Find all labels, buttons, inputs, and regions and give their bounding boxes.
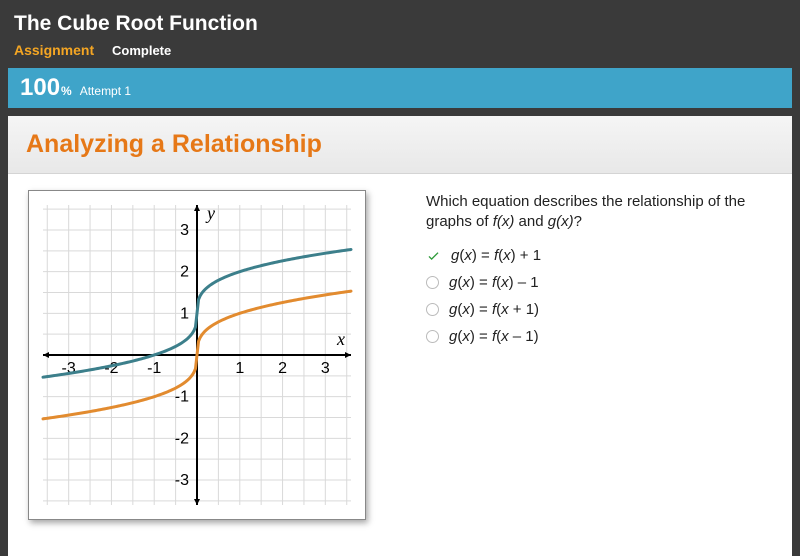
- option-3[interactable]: g(x) = f(x – 1): [426, 328, 772, 345]
- radio-icon: [426, 303, 439, 316]
- svg-text:1: 1: [180, 305, 189, 322]
- svg-text:x: x: [336, 329, 345, 349]
- question-text: Which equation describes the relationshi…: [426, 192, 772, 233]
- section-header: Analyzing a Relationship: [8, 116, 792, 174]
- page-header: The Cube Root Function Assignment Comple…: [0, 0, 800, 68]
- section-title: Analyzing a Relationship: [26, 130, 774, 159]
- content-panel: Analyzing a Relationship -3 -2 -1 1 2 3 3 2 1 -1 -…: [8, 116, 792, 556]
- options-list: g(x) = f(x) + 1 g(x) = f(x) – 1 g(x) = f(x…: [426, 247, 772, 345]
- header-subrow: Assignment Complete: [14, 42, 786, 58]
- svg-text:-3: -3: [175, 472, 189, 489]
- question-pre: Which equation describes the relationshi…: [426, 193, 745, 230]
- assignment-label: Assignment: [14, 42, 94, 58]
- question-mid: and: [514, 213, 547, 230]
- svg-text:y: y: [205, 203, 215, 223]
- option-1[interactable]: g(x) = f(x) – 1: [426, 274, 772, 291]
- option-label: g(x) = f(x) + 1: [451, 247, 541, 264]
- svg-text:-1: -1: [147, 360, 161, 377]
- status-label: Complete: [112, 43, 171, 58]
- score-value: 100: [20, 74, 60, 102]
- option-0[interactable]: g(x) = f(x) + 1: [426, 247, 772, 264]
- svg-text:-1: -1: [175, 389, 189, 406]
- question-panel: Which equation describes the relationshi…: [426, 190, 772, 520]
- svg-text:3: 3: [180, 222, 189, 239]
- question-fn1: f(x): [493, 213, 515, 230]
- svg-text:-2: -2: [104, 360, 118, 377]
- radio-icon: [426, 276, 439, 289]
- page-title: The Cube Root Function: [14, 12, 786, 36]
- radio-icon: [426, 330, 439, 343]
- option-label: g(x) = f(x – 1): [449, 328, 539, 345]
- percent-symbol: %: [61, 84, 72, 98]
- svg-text:2: 2: [278, 360, 287, 377]
- chart-container: -3-2-1123321-1-2-3xy: [28, 190, 366, 520]
- attempt-label: Attempt 1: [80, 84, 131, 98]
- question-post: ?: [574, 213, 582, 230]
- content-body: -3-2-1123321-1-2-3xy Which equation desc…: [8, 174, 792, 536]
- cube-root-chart: -3-2-1123321-1-2-3xy: [37, 199, 357, 511]
- question-fn2: g(x): [548, 213, 574, 230]
- svg-text:-2: -2: [175, 430, 189, 447]
- option-label: g(x) = f(x) – 1: [449, 274, 539, 291]
- svg-text:3: 3: [321, 360, 330, 377]
- svg-text:2: 2: [180, 264, 189, 281]
- checkmark-icon: [426, 248, 441, 263]
- score-bar: 100% Attempt 1: [8, 68, 792, 108]
- svg-text:1: 1: [235, 360, 244, 377]
- option-label: g(x) = f(x + 1): [449, 301, 539, 318]
- option-2[interactable]: g(x) = f(x + 1): [426, 301, 772, 318]
